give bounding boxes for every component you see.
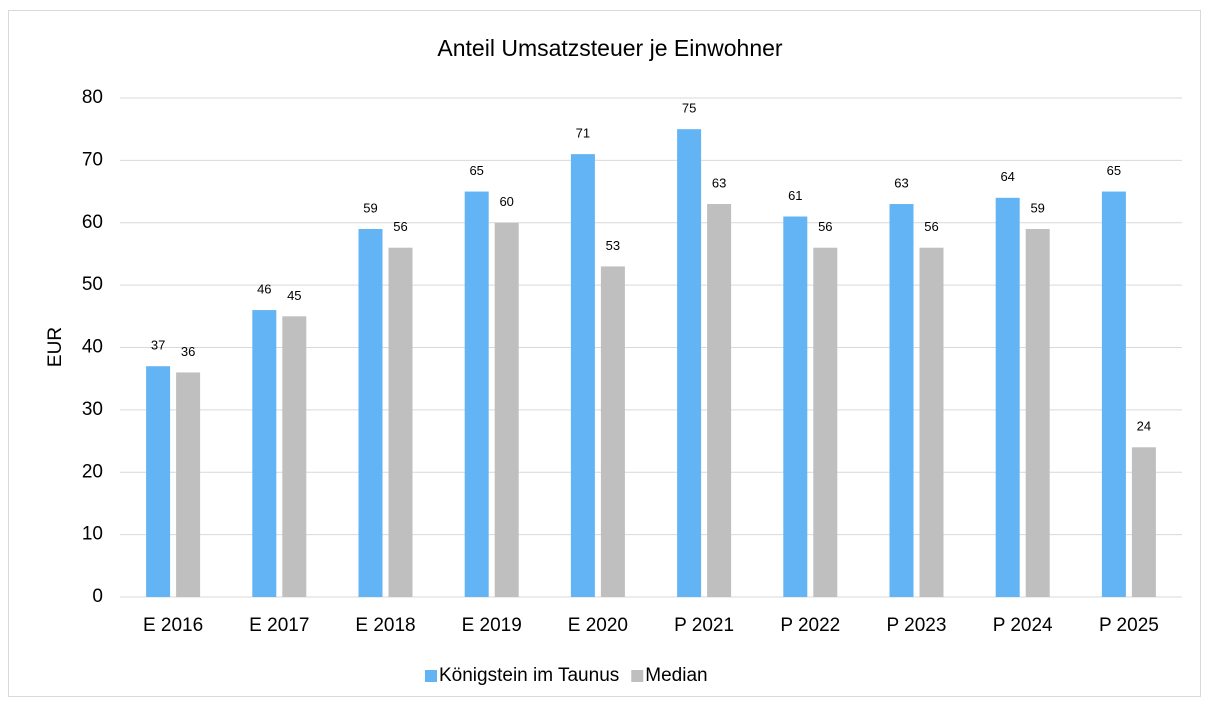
data-label: 59 <box>1030 200 1044 215</box>
data-label: 46 <box>257 282 271 297</box>
data-label: 53 <box>606 238 620 253</box>
data-label: 63 <box>712 175 726 190</box>
data-label: 65 <box>1107 163 1121 178</box>
data-label: 56 <box>818 219 832 234</box>
y-tick-label: 20 <box>82 461 103 482</box>
legend-swatch <box>631 670 644 682</box>
data-label: 36 <box>181 344 195 359</box>
bar <box>677 129 702 597</box>
bar <box>995 197 1020 598</box>
x-tick-label: E 2018 <box>355 615 415 636</box>
x-tick-label: E 2016 <box>143 615 203 636</box>
y-tick-label: 0 <box>92 586 103 607</box>
bar <box>388 247 413 597</box>
bar <box>570 154 595 597</box>
bar <box>282 316 307 597</box>
data-label: 65 <box>469 163 483 178</box>
data-label: 60 <box>499 194 513 209</box>
bar <box>1025 228 1050 598</box>
x-tick-label: P 2022 <box>780 615 840 636</box>
bar <box>600 266 625 597</box>
bar <box>707 204 732 597</box>
y-axis-label: EUR <box>45 327 66 367</box>
y-tick-label: 50 <box>82 274 103 295</box>
bar <box>464 191 489 597</box>
x-tick-label: E 2019 <box>462 615 522 636</box>
data-label: 37 <box>151 338 165 353</box>
bar <box>889 204 914 597</box>
y-tick-label: 60 <box>82 212 103 233</box>
data-label: 64 <box>1000 169 1014 184</box>
y-tick-label: 70 <box>82 149 103 170</box>
bar <box>252 310 277 597</box>
chart-title: Anteil Umsatzsteuer je Einwohner <box>437 35 782 61</box>
bar <box>919 247 944 597</box>
y-tick-label: 40 <box>82 337 103 358</box>
data-label: 75 <box>682 101 696 116</box>
x-tick-label: P 2024 <box>993 615 1053 636</box>
bar <box>783 216 808 597</box>
bar <box>146 366 171 597</box>
y-tick-label: 30 <box>82 399 103 420</box>
bar <box>358 228 383 598</box>
data-label: 61 <box>788 188 802 203</box>
data-label: 71 <box>576 126 590 141</box>
x-tick-label: E 2020 <box>568 615 628 636</box>
data-label: 56 <box>393 219 407 234</box>
bar <box>176 372 201 597</box>
legend-label: Median <box>645 665 707 686</box>
y-tick-label: 80 <box>82 87 103 108</box>
data-label: 45 <box>287 288 301 303</box>
legend-label: Königstein im Taunus <box>439 665 619 686</box>
x-tick-label: P 2021 <box>674 615 734 636</box>
bar <box>1101 191 1126 597</box>
data-label: 24 <box>1137 419 1151 434</box>
bar <box>813 247 838 597</box>
x-tick-label: P 2023 <box>887 615 947 636</box>
data-label: 63 <box>894 175 908 190</box>
legend-swatch <box>425 670 437 682</box>
bar <box>494 222 519 597</box>
bar <box>1131 447 1156 597</box>
data-label: 56 <box>924 219 938 234</box>
x-tick-label: P 2025 <box>1099 615 1159 636</box>
x-tick-label: E 2017 <box>249 615 309 636</box>
y-tick-label: 10 <box>82 524 103 545</box>
data-label: 59 <box>363 200 377 215</box>
